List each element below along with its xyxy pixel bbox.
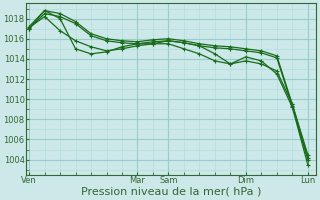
X-axis label: Pression niveau de la mer( hPa ): Pression niveau de la mer( hPa ) (81, 187, 261, 197)
